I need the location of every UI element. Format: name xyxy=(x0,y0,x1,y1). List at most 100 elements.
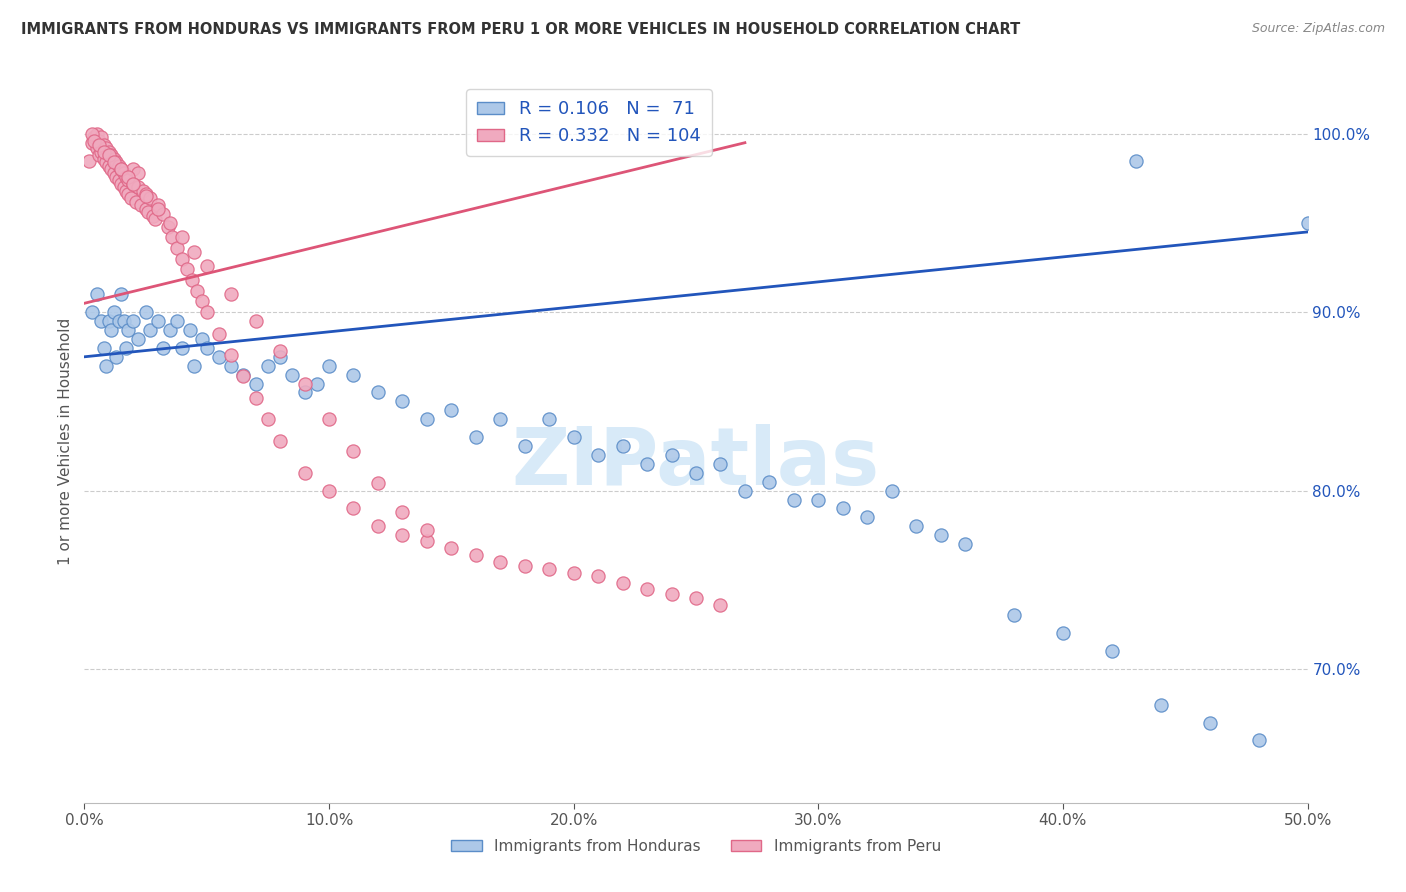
Point xyxy=(139,191,162,205)
Point xyxy=(132,184,155,198)
Point xyxy=(105,350,128,364)
Point xyxy=(1002,608,1025,623)
Point xyxy=(191,294,214,309)
Point xyxy=(880,483,903,498)
Point xyxy=(953,537,976,551)
Point xyxy=(86,141,108,155)
Point xyxy=(612,576,634,591)
Point xyxy=(90,130,112,145)
Point xyxy=(245,314,267,328)
Point xyxy=(181,273,204,287)
Point xyxy=(342,444,364,458)
Point xyxy=(281,368,304,382)
Point xyxy=(120,191,142,205)
Point xyxy=(110,162,132,177)
Point xyxy=(107,173,129,187)
Point xyxy=(208,350,231,364)
Point xyxy=(367,476,389,491)
Point xyxy=(156,219,179,234)
Point xyxy=(152,207,174,221)
Point xyxy=(318,412,340,426)
Point xyxy=(127,332,149,346)
Point xyxy=(103,152,125,166)
Legend: Immigrants from Honduras, Immigrants from Peru: Immigrants from Honduras, Immigrants fro… xyxy=(444,833,948,860)
Point xyxy=(1052,626,1074,640)
Point xyxy=(166,241,188,255)
Point xyxy=(96,155,118,169)
Point xyxy=(83,130,105,145)
Point xyxy=(416,533,439,548)
Point xyxy=(636,582,658,596)
Point xyxy=(245,391,267,405)
Point xyxy=(1296,216,1319,230)
Point xyxy=(93,341,115,355)
Point xyxy=(294,466,316,480)
Point xyxy=(97,159,120,173)
Point xyxy=(208,326,231,341)
Point xyxy=(100,323,122,337)
Point xyxy=(122,314,145,328)
Point xyxy=(612,439,634,453)
Point xyxy=(1101,644,1123,658)
Point xyxy=(183,244,205,259)
Point xyxy=(97,145,120,159)
Point xyxy=(80,127,103,141)
Point xyxy=(87,137,110,152)
Point xyxy=(103,155,125,169)
Point xyxy=(86,287,108,301)
Point xyxy=(318,359,340,373)
Point xyxy=(269,434,291,448)
Point xyxy=(110,162,132,177)
Text: Source: ZipAtlas.com: Source: ZipAtlas.com xyxy=(1251,22,1385,36)
Point xyxy=(538,562,561,576)
Point xyxy=(186,284,208,298)
Point xyxy=(232,369,254,384)
Point xyxy=(245,376,267,391)
Point xyxy=(905,519,928,533)
Point xyxy=(136,205,159,219)
Point xyxy=(257,412,280,426)
Point xyxy=(129,198,152,212)
Point xyxy=(125,194,148,209)
Point xyxy=(100,148,122,162)
Point xyxy=(93,137,115,152)
Point xyxy=(110,287,132,301)
Point xyxy=(143,212,166,227)
Point xyxy=(117,173,139,187)
Point xyxy=(172,341,194,355)
Point xyxy=(172,252,194,266)
Point xyxy=(1125,153,1147,168)
Text: ZIPatlas: ZIPatlas xyxy=(512,425,880,502)
Point xyxy=(105,169,128,184)
Point xyxy=(342,501,364,516)
Point xyxy=(142,209,165,223)
Point xyxy=(166,314,188,328)
Point xyxy=(856,510,879,524)
Point xyxy=(97,148,120,162)
Point xyxy=(1198,715,1220,730)
Point xyxy=(219,348,242,362)
Point xyxy=(734,483,756,498)
Point xyxy=(110,177,132,191)
Point xyxy=(117,169,139,184)
Point xyxy=(685,591,707,605)
Point xyxy=(135,187,157,202)
Point xyxy=(661,448,683,462)
Point xyxy=(586,569,609,583)
Point xyxy=(86,127,108,141)
Point xyxy=(269,344,291,359)
Point xyxy=(80,305,103,319)
Point xyxy=(342,368,364,382)
Point xyxy=(152,341,174,355)
Point xyxy=(93,152,115,166)
Point xyxy=(80,136,103,150)
Point xyxy=(103,166,125,180)
Point xyxy=(96,141,118,155)
Point xyxy=(391,394,413,409)
Point xyxy=(122,162,145,177)
Point xyxy=(661,587,683,601)
Point xyxy=(709,457,731,471)
Point xyxy=(195,259,218,273)
Point xyxy=(807,492,830,507)
Point xyxy=(112,180,135,194)
